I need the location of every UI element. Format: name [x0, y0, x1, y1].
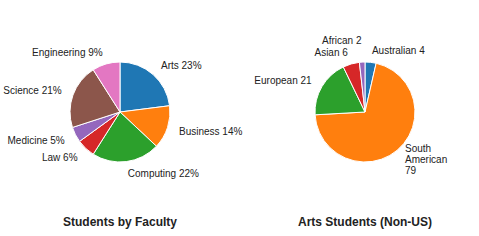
slice-label: Business 14%: [179, 126, 242, 137]
pie-chart: Australian 4 SouthAmerican79 European 21 As…: [254, 35, 447, 176]
slice-label: Law 6%: [42, 152, 78, 163]
slice-label: Australian 4: [372, 45, 425, 56]
chart-root: Arts 23% Business 14% Computing 22% Law 6% M…: [0, 0, 479, 236]
labels: Australian 4 SouthAmerican79 European 21 As…: [254, 35, 447, 176]
slice-label: European 21: [254, 75, 312, 86]
chart-title: Arts Students (Non-US): [298, 215, 432, 229]
slice-label: Asian 6: [314, 47, 348, 58]
slice-label: SouthAmerican79: [405, 143, 447, 176]
slice-label: African 2: [322, 35, 362, 46]
slices: [315, 62, 415, 162]
chart-title: Students by Faculty: [63, 215, 177, 229]
slice-label: Engineering 9%: [32, 47, 103, 58]
labels: Arts 23% Business 14% Computing 22% Law 6% M…: [3, 47, 242, 179]
slice-label: Medicine 5%: [7, 135, 64, 146]
slices: [70, 62, 170, 162]
pie-slice: [359, 62, 365, 112]
pie-slice: [343, 62, 365, 112]
slice-label: Science 21%: [3, 85, 61, 96]
slice-label: Arts 23%: [161, 60, 202, 71]
pie-slice: [93, 62, 120, 112]
pie-chart: Arts 23% Business 14% Computing 22% Law 6% M…: [3, 47, 242, 179]
slice-label: Computing 22%: [128, 168, 199, 179]
